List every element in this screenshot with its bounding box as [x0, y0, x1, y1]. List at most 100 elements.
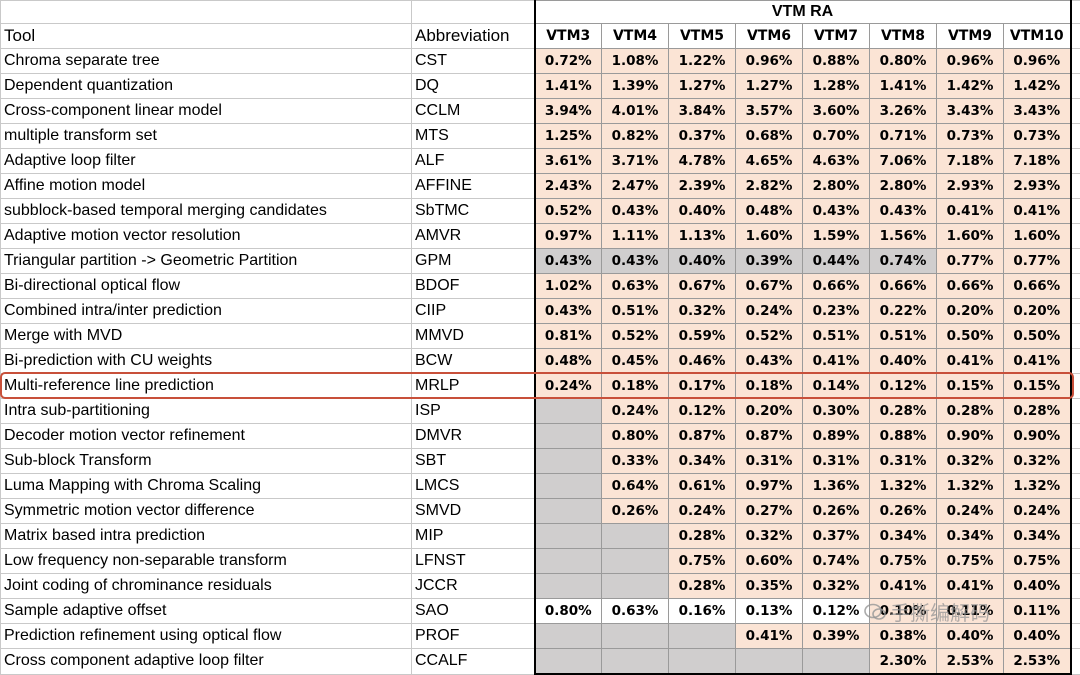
tool-name-cell[interactable]: Sub-block Transform: [1, 449, 412, 474]
value-cell-vtm7[interactable]: 0.74%: [803, 549, 870, 574]
value-cell-vtm9[interactable]: 0.41%: [937, 349, 1004, 374]
tool-name-cell[interactable]: Low frequency non-separable transform: [1, 549, 412, 574]
value-cell-vtm3[interactable]: [535, 449, 602, 474]
value-cell-vtm3[interactable]: [535, 524, 602, 549]
column-header-vtm7[interactable]: VTM7: [803, 24, 870, 49]
value-cell-vtm5[interactable]: 1.22%: [669, 49, 736, 74]
value-cell-vtm9[interactable]: 0.77%: [937, 249, 1004, 274]
value-cell-vtm6[interactable]: 0.35%: [736, 574, 803, 599]
value-cell-vtm3[interactable]: 1.25%: [535, 124, 602, 149]
value-cell-vtm9[interactable]: 0.75%: [937, 549, 1004, 574]
tool-name-cell[interactable]: Matrix based intra prediction: [1, 524, 412, 549]
abbreviation-cell[interactable]: MTS: [412, 124, 535, 149]
value-cell-vtm7[interactable]: 0.43%: [803, 199, 870, 224]
value-cell-vtm7[interactable]: 0.32%: [803, 574, 870, 599]
tool-name-cell[interactable]: Adaptive motion vector resolution: [1, 224, 412, 249]
abbreviation-cell[interactable]: CCLM: [412, 99, 535, 124]
value-cell-vtm6[interactable]: 4.65%: [736, 149, 803, 174]
column-header-vtm8[interactable]: VTM8: [870, 24, 937, 49]
value-cell-vtm4[interactable]: 3.71%: [602, 149, 669, 174]
value-cell-vtm7[interactable]: 1.59%: [803, 224, 870, 249]
value-cell-vtm8[interactable]: 0.34%: [870, 524, 937, 549]
value-cell-vtm6[interactable]: 0.27%: [736, 499, 803, 524]
abbreviation-cell[interactable]: CIIP: [412, 299, 535, 324]
value-cell-vtm6[interactable]: [736, 649, 803, 675]
value-cell-vtm8[interactable]: 1.32%: [870, 474, 937, 499]
value-cell-vtm9[interactable]: 1.42%: [937, 74, 1004, 99]
spare-cell[interactable]: [1071, 574, 1080, 599]
value-cell-vtm3[interactable]: 1.02%: [535, 274, 602, 299]
abbreviation-cell[interactable]: MRLP: [412, 374, 535, 399]
abbreviation-cell[interactable]: CST: [412, 49, 535, 74]
spare-cell[interactable]: [1071, 549, 1080, 574]
value-cell-vtm8[interactable]: 1.41%: [870, 74, 937, 99]
spare-cell[interactable]: [1071, 649, 1080, 675]
tool-name-cell[interactable]: Dependent quantization: [1, 74, 412, 99]
value-cell-vtm9[interactable]: 1.60%: [937, 224, 1004, 249]
value-cell-vtm3[interactable]: 0.81%: [535, 324, 602, 349]
value-cell-vtm4[interactable]: 1.39%: [602, 74, 669, 99]
spare-cell[interactable]: [1071, 1, 1080, 24]
tool-name-cell[interactable]: subblock-based temporal merging candidat…: [1, 199, 412, 224]
value-cell-vtm10[interactable]: 0.73%: [1004, 124, 1071, 149]
value-cell-vtm6[interactable]: 0.41%: [736, 624, 803, 649]
value-cell-vtm8[interactable]: 0.22%: [870, 299, 937, 324]
value-cell-vtm7[interactable]: 0.66%: [803, 274, 870, 299]
value-cell-vtm7[interactable]: 0.31%: [803, 449, 870, 474]
tool-name-cell[interactable]: Combined intra/inter prediction: [1, 299, 412, 324]
value-cell-vtm9[interactable]: 0.50%: [937, 324, 1004, 349]
value-cell-vtm7[interactable]: [803, 649, 870, 675]
value-cell-vtm9[interactable]: 0.20%: [937, 299, 1004, 324]
value-cell-vtm6[interactable]: 0.68%: [736, 124, 803, 149]
value-cell-vtm7[interactable]: 0.30%: [803, 399, 870, 424]
value-cell-vtm3[interactable]: 2.43%: [535, 174, 602, 199]
value-cell-vtm4[interactable]: 0.33%: [602, 449, 669, 474]
spare-cell[interactable]: [1071, 324, 1080, 349]
value-cell-vtm9[interactable]: 0.41%: [937, 574, 1004, 599]
value-cell-vtm10[interactable]: 2.93%: [1004, 174, 1071, 199]
value-cell-vtm5[interactable]: 0.87%: [669, 424, 736, 449]
value-cell-vtm8[interactable]: 2.30%: [870, 649, 937, 675]
group-header-vtm-ra[interactable]: VTM RA: [535, 1, 1071, 24]
column-header-vtm9[interactable]: VTM9: [937, 24, 1004, 49]
spare-cell[interactable]: [1071, 349, 1080, 374]
spare-cell[interactable]: [1071, 499, 1080, 524]
abbreviation-cell[interactable]: BCW: [412, 349, 535, 374]
abbreviation-cell[interactable]: ALF: [412, 149, 535, 174]
tool-name-cell[interactable]: Bi-prediction with CU weights: [1, 349, 412, 374]
tool-name-cell[interactable]: Prediction refinement using optical flow: [1, 624, 412, 649]
value-cell-vtm6[interactable]: 1.60%: [736, 224, 803, 249]
value-cell-vtm3[interactable]: [535, 499, 602, 524]
value-cell-vtm3[interactable]: 1.41%: [535, 74, 602, 99]
value-cell-vtm7[interactable]: 2.80%: [803, 174, 870, 199]
tool-name-cell[interactable]: Multi-reference line prediction: [1, 374, 412, 399]
value-cell-vtm8[interactable]: 0.40%: [870, 349, 937, 374]
value-cell-vtm10[interactable]: 1.42%: [1004, 74, 1071, 99]
value-cell-vtm10[interactable]: 0.32%: [1004, 449, 1071, 474]
column-header-vtm4[interactable]: VTM4: [602, 24, 669, 49]
tool-name-cell[interactable]: Intra sub-partitioning: [1, 399, 412, 424]
value-cell-vtm5[interactable]: 0.40%: [669, 249, 736, 274]
value-cell-vtm10[interactable]: 0.34%: [1004, 524, 1071, 549]
value-cell-vtm3[interactable]: 0.52%: [535, 199, 602, 224]
value-cell-vtm4[interactable]: 0.64%: [602, 474, 669, 499]
spare-cell[interactable]: [1071, 599, 1080, 624]
value-cell-vtm6[interactable]: 0.43%: [736, 349, 803, 374]
value-cell-vtm8[interactable]: 0.41%: [870, 574, 937, 599]
value-cell-vtm6[interactable]: 0.31%: [736, 449, 803, 474]
value-cell-vtm3[interactable]: 3.61%: [535, 149, 602, 174]
value-cell-vtm10[interactable]: 0.96%: [1004, 49, 1071, 74]
spare-cell[interactable]: [1071, 299, 1080, 324]
value-cell-vtm4[interactable]: 0.26%: [602, 499, 669, 524]
spare-cell[interactable]: [1071, 124, 1080, 149]
value-cell-vtm3[interactable]: [535, 574, 602, 599]
value-cell-vtm10[interactable]: 3.43%: [1004, 99, 1071, 124]
value-cell-vtm6[interactable]: 0.97%: [736, 474, 803, 499]
value-cell-vtm10[interactable]: 0.24%: [1004, 499, 1071, 524]
value-cell-vtm9[interactable]: 0.32%: [937, 449, 1004, 474]
abbreviation-cell[interactable]: DMVR: [412, 424, 535, 449]
value-cell-vtm6[interactable]: 3.57%: [736, 99, 803, 124]
value-cell-vtm10[interactable]: 0.75%: [1004, 549, 1071, 574]
value-cell-vtm5[interactable]: 0.37%: [669, 124, 736, 149]
value-cell-vtm4[interactable]: 0.51%: [602, 299, 669, 324]
